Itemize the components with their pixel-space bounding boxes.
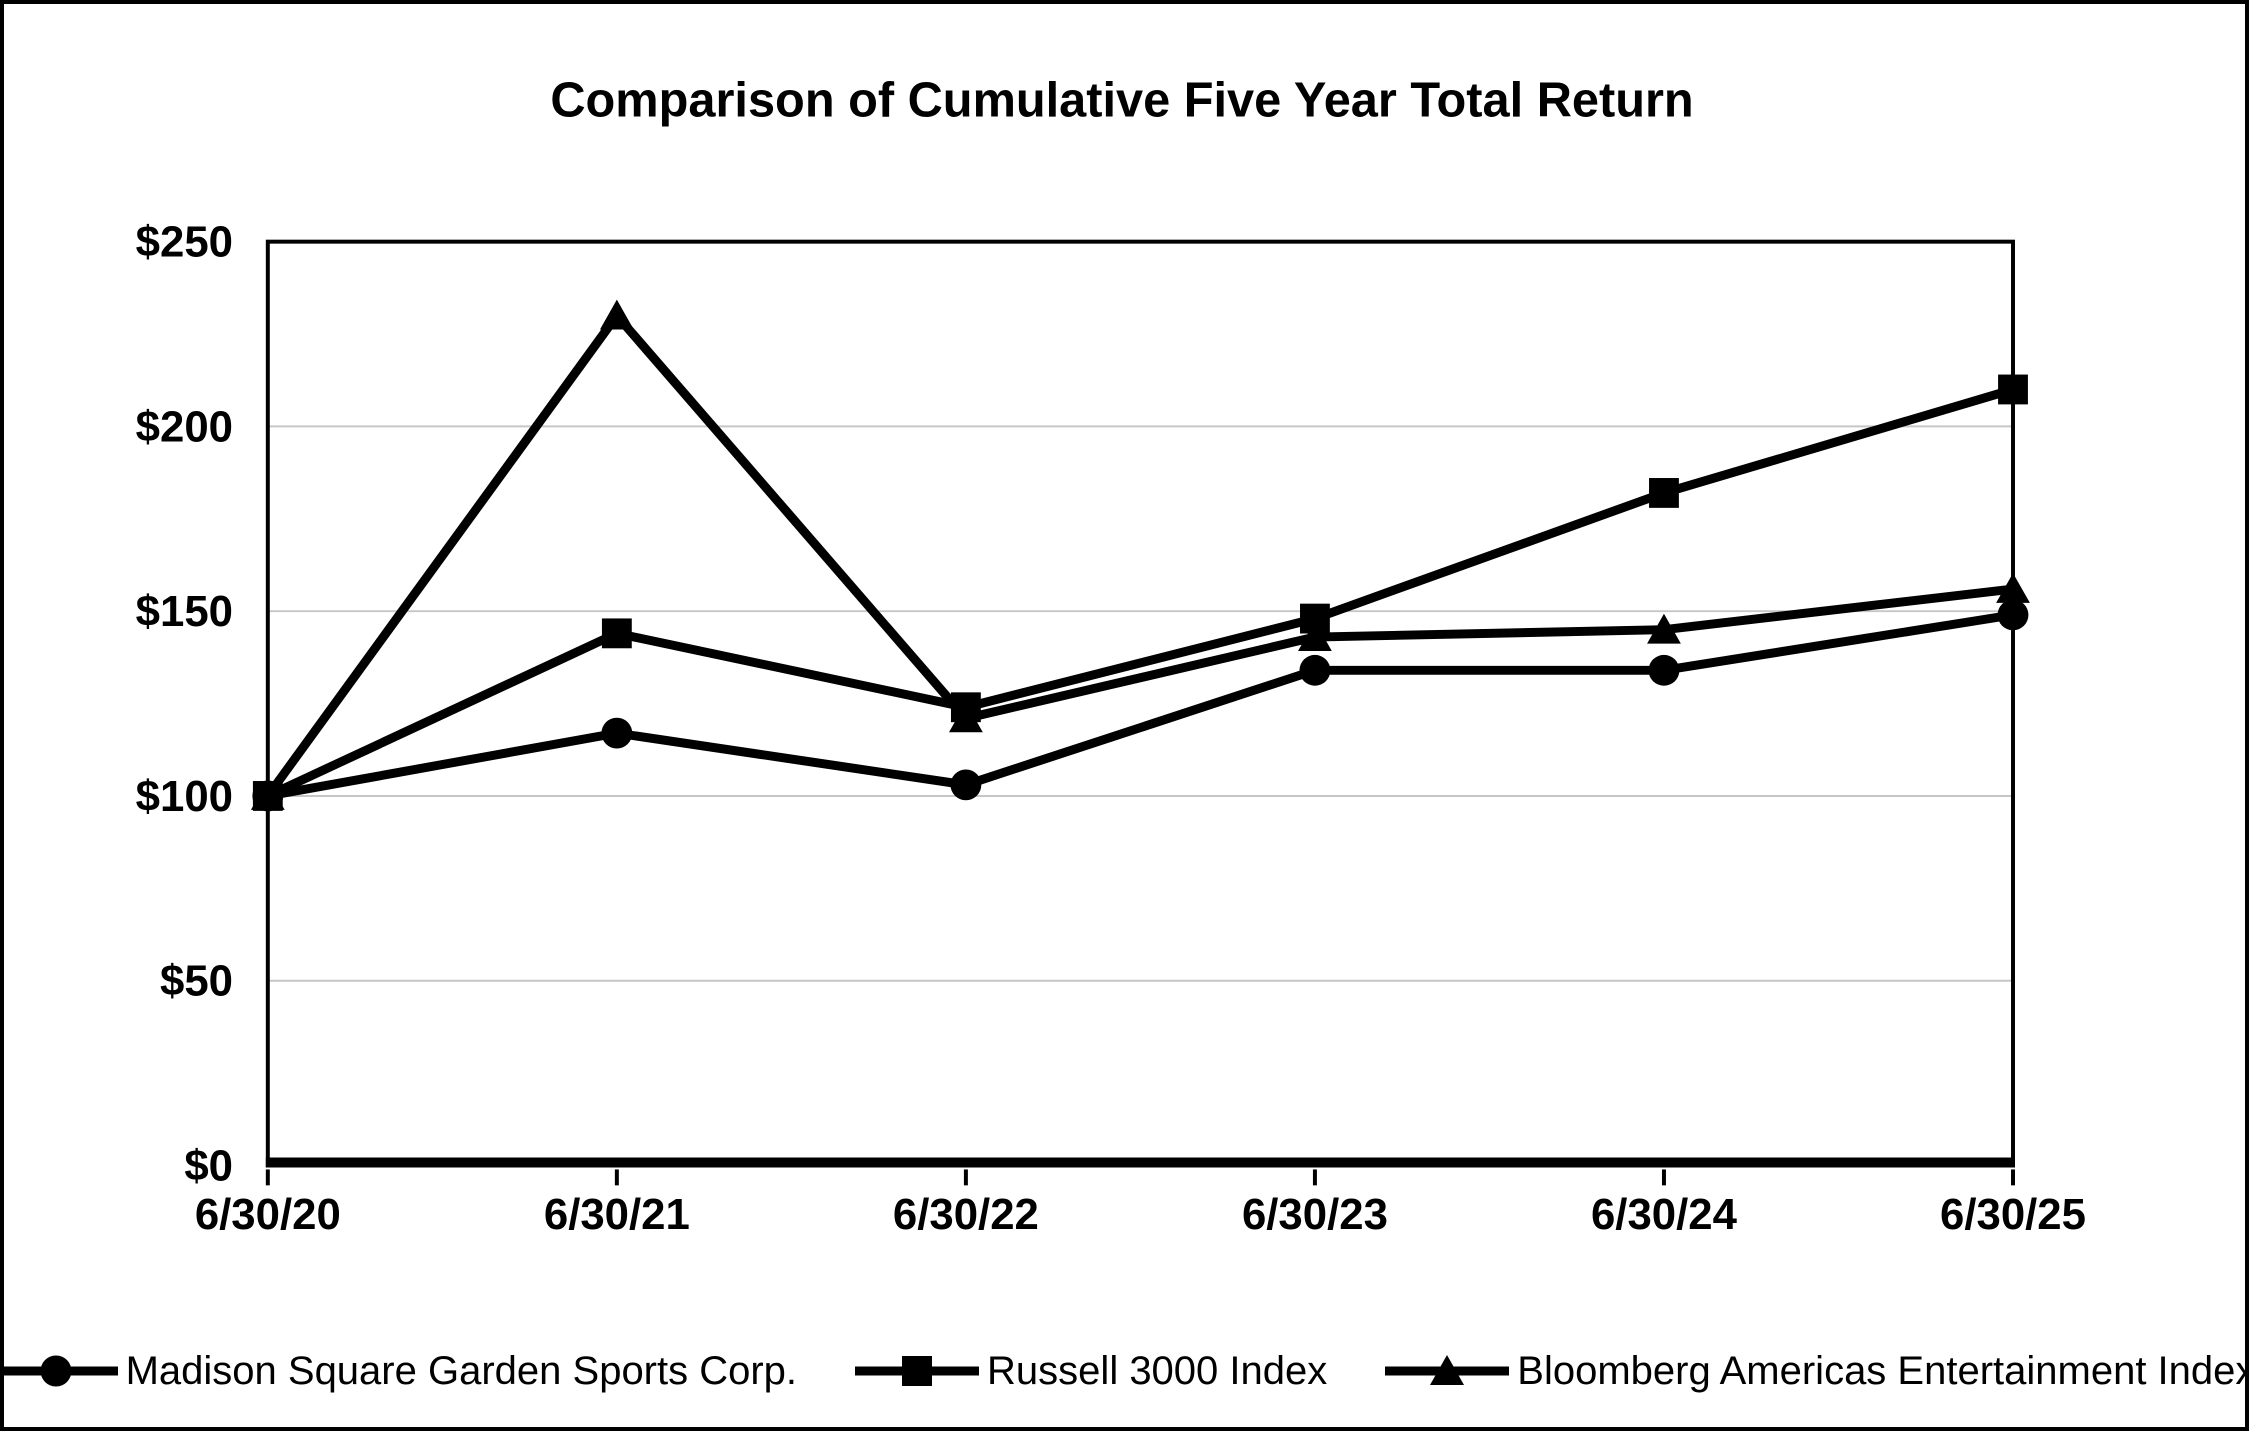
russell-3000-index-square-marker: [950, 692, 981, 723]
legend-bloomberg-americas-entertainment-index-triangle-marker: [1430, 1355, 1465, 1385]
bloomberg-americas-entertainment-index-triangle-marker: [1298, 621, 1332, 651]
triangle-legend-key-icon: [1385, 1355, 1510, 1385]
legend-label: Russell 3000 Index: [987, 1349, 1328, 1393]
legend-madison-square-garden-sports-corp-circle-marker: [40, 1355, 72, 1387]
plot-area-border: [265, 239, 2015, 1168]
y-axis-tick-label: $150: [136, 587, 233, 636]
x-axis-tick-label: 6/30/25: [1940, 1190, 2086, 1239]
russell-3000-index-square-marker: [601, 618, 632, 649]
legend-label: Madison Square Garden Sports Corp.: [125, 1349, 798, 1393]
x-axis-tick-label: 6/30/22: [893, 1190, 1039, 1239]
y-axis-tick-label: $50: [160, 957, 233, 1006]
x-axis-tick-label: 6/30/24: [1591, 1190, 1738, 1239]
bloomberg-americas-entertainment-index-triangle-marker: [599, 299, 634, 330]
y-axis-labels: $250 $200 $150 $100 $50 $0: [136, 218, 233, 1191]
circle-legend-key-icon: [4, 1355, 118, 1387]
series-markers: [250, 299, 2030, 812]
madison-square-garden-sports-corp-circle-marker: [1648, 654, 1680, 686]
x-axis-tick-label: 6/30/21: [544, 1190, 690, 1239]
russell-3000-index-square-marker: [1300, 603, 1330, 634]
y-axis-tick-label: $0: [184, 1141, 233, 1190]
series-line-russell-3000-index: [265, 385, 2015, 801]
bloomberg-americas-entertainment-index-triangle-marker: [1647, 613, 1681, 644]
y-axis-tick-label: $100: [136, 772, 233, 821]
series-line-madison-square-garden-sports-corp: [267, 610, 2014, 801]
madison-square-garden-sports-corp-circle-marker: [252, 780, 284, 812]
bloomberg-americas-entertainment-index-triangle-marker: [1996, 573, 2030, 603]
series-line-bloomberg-americas-entertainment-index: [264, 308, 2014, 799]
gridlines: [267, 425, 2014, 982]
legend: Madison Square Garden Sports Corp. Russel…: [4, 1340, 2245, 1402]
x-axis-labels: 6/30/20 6/30/21 6/30/22 6/30/23 6/30/24 6/30/…: [195, 1190, 2086, 1239]
y-axis-tick-label: $200: [136, 402, 233, 451]
series-lines: [264, 308, 2015, 801]
legend-item-bloomberg-americas-entertainment-index: Bloomberg Americas Entertainment Index: [1385, 1349, 2249, 1393]
legend-item-russell-3000-index: Russell 3000 Index: [855, 1349, 1327, 1393]
x-axis: [265, 1157, 2015, 1186]
madison-square-garden-sports-corp-circle-marker: [1997, 599, 2029, 631]
square-legend-key-icon: [855, 1356, 980, 1386]
madison-square-garden-sports-corp-circle-marker: [950, 769, 982, 801]
plot-border: [265, 239, 2015, 1168]
madison-square-garden-sports-corp-circle-marker: [601, 717, 633, 749]
y-axis-tick-label: $250: [136, 218, 233, 267]
chart-title: Comparison of Cumulative Five Year Total…: [550, 73, 1693, 127]
legend-label: Bloomberg Americas Entertainment Index: [1517, 1349, 2249, 1393]
madison-square-garden-sports-corp-circle-marker: [1299, 654, 1331, 686]
x-axis-tick-label: 6/30/23: [1242, 1190, 1388, 1239]
legend-item-madison-square-garden-sports-corp: Madison Square Garden Sports Corp.: [4, 1349, 798, 1393]
x-axis-tick-label: 6/30/20: [195, 1190, 341, 1239]
chart-svg: Comparison of Cumulative Five Year Total…: [136, 73, 2086, 1239]
legend-russell-3000-index-square-marker: [902, 1356, 933, 1386]
russell-3000-index-square-marker: [1998, 374, 2028, 405]
russell-3000-index-square-marker: [1649, 478, 1679, 508]
